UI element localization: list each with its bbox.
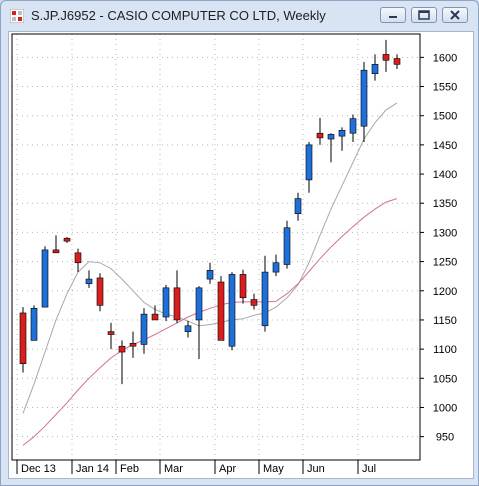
x-tick-label: Jun — [307, 463, 325, 475]
candle-body — [261, 271, 269, 327]
plot-frame — [11, 33, 421, 461]
grid — [12, 34, 420, 460]
ma-long-line — [22, 198, 398, 446]
y-tick-label: 1450 — [433, 140, 457, 152]
candle-body — [338, 129, 346, 137]
maximize-button[interactable] — [411, 7, 437, 23]
candle-body — [393, 58, 401, 65]
title-bar[interactable]: S.JP.J6952 - CASIO COMPUTER CO LTD, Week… — [1, 1, 478, 31]
candle-body — [151, 313, 159, 321]
candle-body — [162, 287, 170, 318]
candle-body — [129, 342, 137, 347]
y-tick-label: 1500 — [433, 111, 457, 123]
y-tick-label: 1000 — [433, 402, 457, 414]
ma-short-line — [22, 102, 398, 414]
close-button[interactable] — [442, 7, 468, 23]
y-tick-label: 1600 — [433, 52, 457, 64]
candle-body — [173, 287, 181, 321]
candle-body — [272, 262, 280, 273]
candle-body — [228, 274, 236, 347]
x-tick-label: May — [263, 463, 284, 475]
x-tick-label: Jul — [362, 463, 376, 475]
close-icon — [450, 10, 460, 20]
minimize-icon — [389, 16, 397, 18]
candle-body — [96, 277, 104, 306]
y-tick-label: 1150 — [433, 315, 457, 327]
x-axis: Dec 13 Jan 14 Feb Mar Apr May Jun Jul — [16, 460, 376, 475]
candle-body — [63, 237, 71, 242]
y-tick-label: 1550 — [433, 82, 457, 94]
x-tick-label: Dec 13 — [21, 463, 56, 475]
y-tick-label: 1100 — [433, 344, 457, 356]
chart-area: 950 1000 1050 1100 1150 1200 1250 1300 1350 1400 1… — [8, 31, 474, 479]
candle-body — [349, 118, 357, 134]
y-tick-label: 950 — [436, 432, 454, 444]
candle-body — [107, 331, 115, 335]
candle-body — [19, 312, 27, 365]
candle-body — [305, 144, 313, 181]
candle-body — [52, 249, 60, 254]
x-tick-label: Jan 14 — [76, 463, 109, 475]
x-tick-label: Feb — [120, 463, 139, 475]
y-tick-label: 1300 — [433, 227, 457, 239]
candle-body — [382, 54, 390, 61]
candle-body — [195, 287, 203, 321]
candle-body — [283, 227, 291, 265]
x-tick-label: Apr — [219, 463, 236, 475]
candle-body — [217, 281, 225, 341]
y-tick-label: 1200 — [433, 286, 457, 298]
x-tick-label: Mar — [164, 463, 183, 475]
candle-body — [30, 307, 38, 341]
candle-body — [118, 345, 126, 353]
moving-averages — [22, 102, 398, 446]
candle-body — [327, 134, 335, 140]
minimize-button[interactable] — [380, 7, 406, 23]
candle-body — [294, 198, 302, 215]
y-tick-label: 1050 — [433, 373, 457, 385]
y-tick-label: 1250 — [433, 257, 457, 269]
candle-body — [140, 313, 148, 345]
maximize-icon — [418, 10, 430, 20]
candle-body — [250, 299, 258, 306]
candle-body — [316, 132, 324, 139]
candle-body — [206, 270, 214, 280]
window-title: S.JP.J6952 - CASIO COMPUTER CO LTD, Week… — [31, 8, 326, 23]
y-tick-label: 1400 — [433, 169, 457, 181]
candles — [19, 39, 401, 385]
chart-app-icon — [10, 9, 24, 23]
candle-body — [41, 249, 49, 308]
candle-body — [239, 274, 247, 299]
candle-body — [85, 278, 93, 285]
candle-body — [360, 69, 368, 127]
candle-body — [371, 64, 379, 74]
candle-body — [74, 252, 82, 264]
y-tick-label: 1350 — [433, 198, 457, 210]
y-axis: 950 1000 1050 1100 1150 1200 1250 1300 1350 1400 1… — [420, 52, 457, 444]
candlestick-chart: 950 1000 1050 1100 1150 1200 1250 1300 1350 1400 1… — [11, 33, 457, 475]
candle-body — [184, 325, 192, 332]
